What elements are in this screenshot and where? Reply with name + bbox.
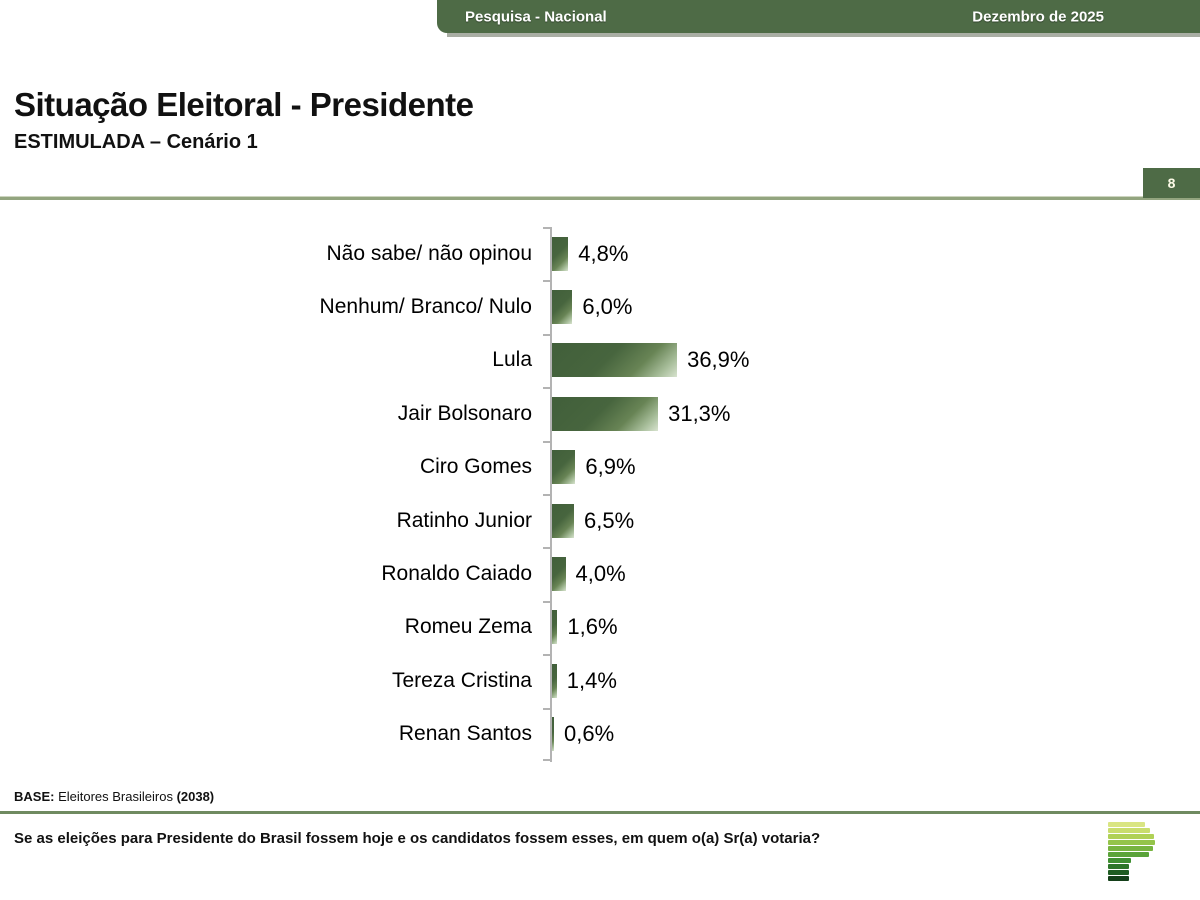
axis-tick [543,387,550,390]
footer-divider [0,811,1200,814]
chart-row: Ratinho Junior 6,5% [0,494,1200,547]
value-bar [552,343,678,378]
base-note: BASE: Eleitores Brasileiros (2038) [14,789,214,804]
value-label: 6,0% [582,294,633,320]
value-bar [552,290,573,325]
axis-tick [543,494,550,496]
category-label: Jair Bolsonaro [397,401,532,425]
chart-row: Romeu Zema 1,6% [0,601,1200,654]
value-bar [552,557,566,592]
chart-row: Ronaldo Caiado 4,0% [0,547,1200,600]
value-label: 1,6% [567,614,618,640]
axis-tick [543,547,550,550]
logo-bar [1108,852,1149,857]
logo-bar [1108,822,1145,827]
axis-tick [543,707,550,710]
survey-question: Se as eleições para Presidente do Brasil… [14,830,821,847]
axis-tick [543,227,550,229]
header-bar: Pesquisa - Nacional Dezembro de 2025 [437,0,1200,33]
axis-tick [543,280,550,283]
category-label: Não sabe/ não opinou [326,241,533,265]
category-label: Romeu Zema [404,615,532,639]
value-label: 36,9% [687,347,750,373]
chart-row: Ciro Gomes 6,9% [0,441,1200,494]
logo-bar [1108,858,1131,863]
category-label: Nenhum/ Branco/ Nulo [319,295,532,319]
chart-row: Não sabe/ não opinou 4,8% [0,227,1200,280]
value-label: 0,6% [564,721,615,747]
category-label: Ratinho Junior [396,508,532,532]
value-bar [552,717,555,752]
chart-row: Jair Bolsonaro 31,3% [0,387,1200,440]
brand-logo [1108,822,1166,882]
page-subtitle: ESTIMULADA – Cenário 1 [14,131,258,153]
category-label: Renan Santos [398,722,532,746]
category-label: Lula [492,348,532,372]
logo-bar [1108,846,1153,851]
axis-tick [543,440,550,443]
chart-row: Tereza Cristina 1,4% [0,654,1200,707]
value-bar [552,236,569,271]
header-shadow [447,33,1200,37]
category-label: Ciro Gomes [419,455,532,479]
value-bar [552,503,575,538]
logo-bar [1108,876,1129,881]
chart-row: Renan Santos 0,6% [0,708,1200,761]
category-label: Tereza Cristina [391,668,532,692]
category-label: Ronaldo Caiado [381,562,532,586]
value-label: 4,0% [575,561,626,587]
base-text: Eleitores Brasileiros [54,789,177,804]
chart-row: Nenhum/ Branco/ Nulo 6,0% [0,280,1200,333]
base-count: (2038) [176,789,215,804]
value-label: 6,9% [585,454,636,480]
page-number-badge: 8 [1143,168,1200,198]
axis-tick [543,333,550,336]
logo-bar [1108,864,1129,869]
value-label: 6,5% [584,507,635,533]
value-bar [552,663,557,698]
value-bar [552,610,558,645]
value-label: 31,3% [668,400,731,426]
value-bar [552,396,659,431]
title-divider [0,196,1200,200]
page-title: Situação Eleitoral - Presidente [14,86,474,123]
base-label: BASE: [14,789,55,804]
header-left-label: Pesquisa - Nacional [465,8,607,25]
value-bar [552,450,576,485]
logo-bar [1108,828,1150,833]
axis-tick [543,600,550,603]
value-label: 4,8% [578,240,629,266]
logo-bar [1108,840,1155,845]
y-axis-line [550,227,552,762]
bar-chart: Não sabe/ não opinou 4,8% Nenhum/ Branco/ … [0,227,1200,762]
logo-bar [1108,834,1154,839]
header-right-label: Dezembro de 2025 [972,8,1104,25]
axis-tick [543,654,550,657]
chart-row: Lula 36,9% [0,334,1200,387]
value-label: 1,4% [566,667,617,693]
axis-tick [543,759,550,761]
logo-bar [1108,870,1129,875]
